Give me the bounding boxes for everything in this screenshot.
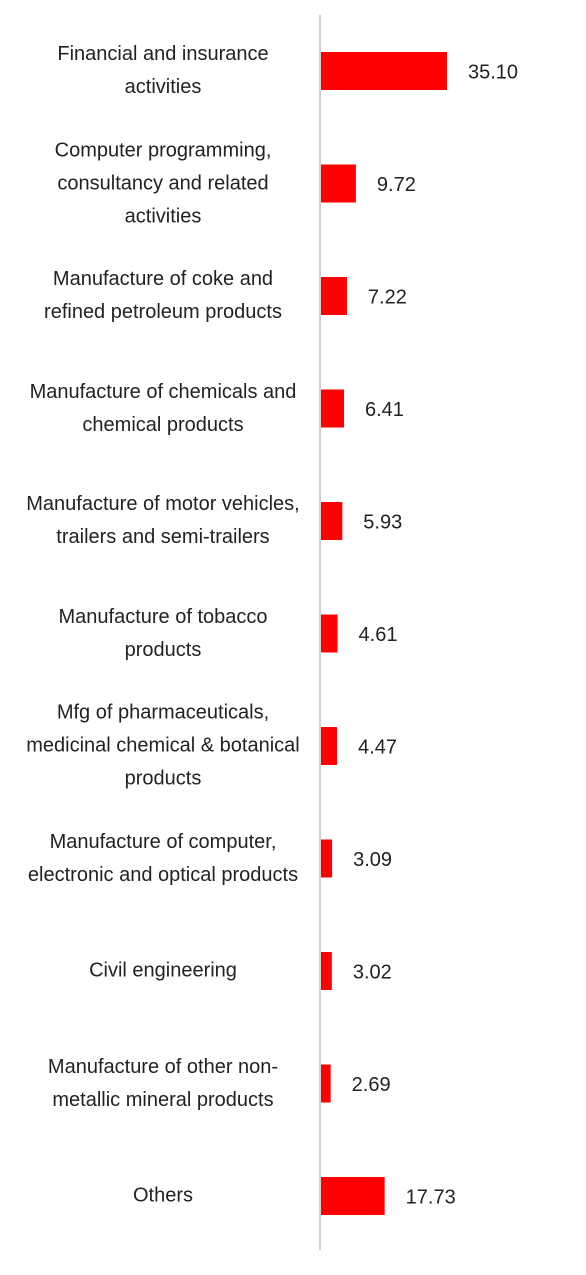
value-label: 35.10 <box>468 61 518 83</box>
bar <box>321 52 447 90</box>
category-label: Others <box>132 1184 194 1207</box>
value-label: 4.61 <box>359 624 398 646</box>
value-label: 3.09 <box>353 849 392 871</box>
value-label: 4.47 <box>358 736 397 758</box>
category-label: Mfg of pharmaceuticals, medicinal chemic… <box>26 701 300 790</box>
category-label: Manufacture of chemicals and chemical pr… <box>29 380 297 436</box>
bar <box>321 1064 331 1103</box>
value-label: 6.41 <box>365 399 404 421</box>
bar <box>321 502 343 540</box>
value-label: 9.72 <box>377 174 416 196</box>
bar <box>321 164 356 203</box>
bar <box>321 277 347 315</box>
value-label: 3.02 <box>353 961 392 983</box>
value-label: 5.93 <box>363 511 402 533</box>
bar <box>321 1177 385 1215</box>
category-label: Manufacture of coke and refined petroleu… <box>44 268 282 323</box>
category-label: Financial and insurance activities <box>57 43 269 98</box>
bar <box>321 952 332 990</box>
value-label: 2.69 <box>352 1074 391 1096</box>
bar <box>321 614 338 653</box>
category-label: Manufacture of other non-metallic minera… <box>47 1055 279 1111</box>
bar <box>321 389 345 428</box>
bar <box>321 839 333 878</box>
value-label: 7.22 <box>368 286 407 308</box>
category-label: Manufacture of tobacco products <box>58 605 268 661</box>
value-label: 17.73 <box>406 1186 456 1208</box>
category-label: Computer programming, consultancy and re… <box>54 139 272 227</box>
category-label: Civil engineering <box>89 959 237 982</box>
category-label: Manufacture of computer, electronic and … <box>27 830 299 886</box>
category-label: Manufacture of motor vehicles, trailers … <box>26 493 300 548</box>
bar <box>321 727 338 765</box>
